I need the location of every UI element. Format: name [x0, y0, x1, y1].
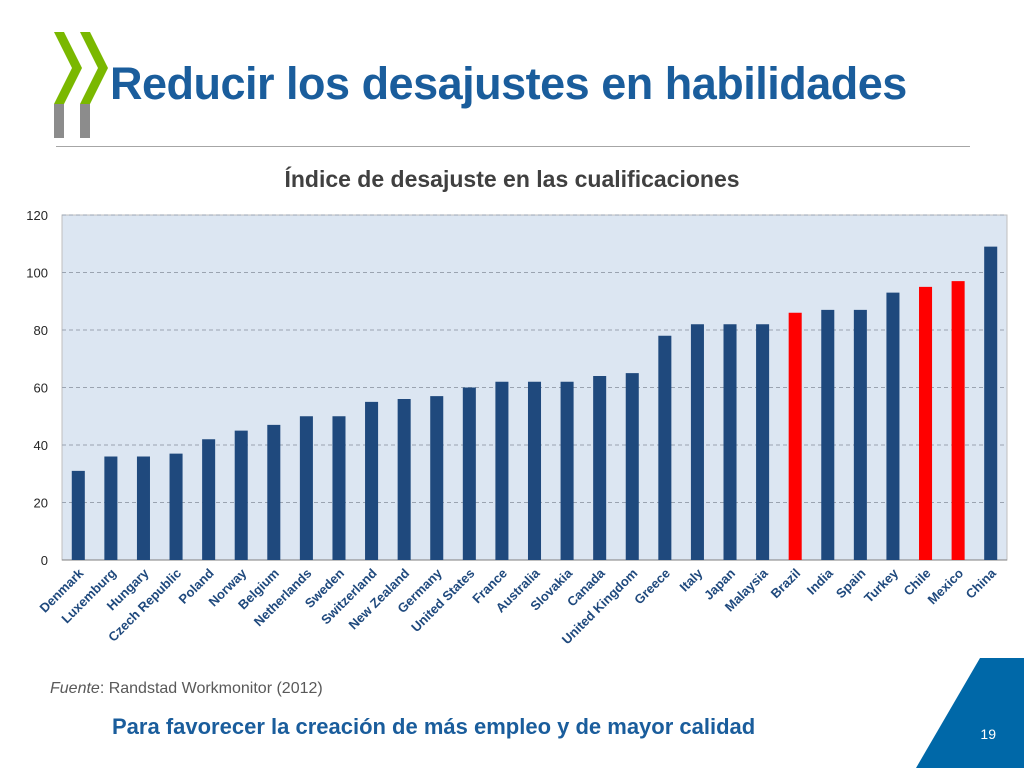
- logo-chevron-gray-1: [54, 104, 64, 138]
- corner-triangle: [916, 658, 1024, 768]
- bar: [527, 381, 542, 560]
- bar: [104, 456, 118, 560]
- bar: [495, 381, 509, 560]
- bar: [234, 430, 248, 560]
- logo-chevron-green-2: [80, 32, 108, 104]
- bar: [71, 470, 85, 560]
- bar: [919, 286, 933, 560]
- source-note: Fuente: Randstad Workmonitor (2012): [50, 680, 323, 698]
- bar: [169, 453, 183, 560]
- page-number: 19: [980, 726, 996, 742]
- y-tick-label: 100: [26, 266, 48, 281]
- bar: [202, 439, 216, 560]
- bar: [690, 324, 704, 560]
- y-tick-label: 60: [34, 381, 48, 396]
- source-text: : Randstad Workmonitor (2012): [99, 680, 323, 697]
- y-tick-label: 0: [41, 553, 48, 568]
- bar: [299, 416, 313, 560]
- source-label: Fuente: [50, 680, 100, 697]
- bar: [821, 309, 835, 560]
- bar: [658, 335, 672, 560]
- slide-title: Reducir los desajustes en habilidades: [110, 58, 907, 109]
- chart-title: Índice de desajuste en las cualificacion…: [284, 166, 740, 192]
- bar: [853, 309, 867, 560]
- bar-chart: 020406080100120DenmarkLuxemburgHungaryCz…: [26, 208, 1008, 647]
- logo-chevron-green-1: [54, 32, 82, 104]
- bar: [462, 387, 476, 560]
- bar: [593, 376, 607, 560]
- bar: [430, 396, 444, 560]
- bar: [886, 292, 900, 560]
- bar: [756, 324, 770, 560]
- bar: [397, 399, 411, 560]
- bar: [332, 416, 346, 560]
- bar: [984, 246, 998, 560]
- y-tick-label: 80: [34, 323, 48, 338]
- bar: [723, 324, 737, 560]
- y-tick-label: 120: [26, 208, 48, 223]
- bar: [951, 281, 965, 560]
- title-divider: [56, 146, 970, 147]
- y-tick-label: 40: [34, 438, 48, 453]
- logo-chevron-gray-2: [80, 104, 90, 138]
- bar: [560, 381, 574, 560]
- bar: [365, 401, 379, 560]
- slide-tagline: Para favorecer la creación de más empleo…: [112, 714, 756, 739]
- y-tick-label: 20: [34, 496, 48, 511]
- bar: [136, 456, 150, 560]
- bar: [625, 373, 639, 560]
- oecd-logo: [54, 32, 108, 138]
- bar: [788, 312, 802, 560]
- bar: [267, 424, 281, 560]
